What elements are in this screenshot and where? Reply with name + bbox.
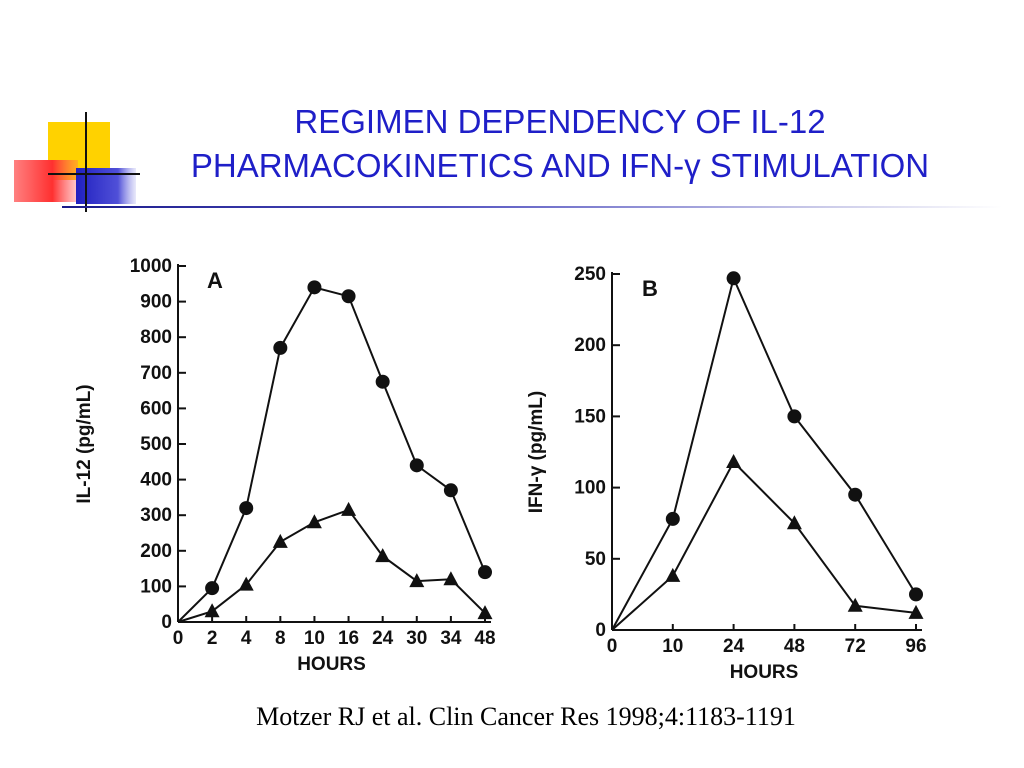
data-point-triangle bbox=[238, 576, 254, 591]
data-point-triangle bbox=[908, 604, 924, 619]
series-line-triangle bbox=[177, 508, 486, 623]
x-tick-label: 96 bbox=[905, 636, 926, 657]
data-point-triangle bbox=[847, 597, 863, 612]
y-tick-label: 100 bbox=[574, 478, 606, 499]
x-tick-label: 2 bbox=[207, 628, 218, 649]
data-point-circle bbox=[307, 280, 322, 295]
data-point-circle bbox=[375, 374, 390, 389]
data-point-triangle bbox=[409, 573, 425, 588]
data-point-circle bbox=[239, 501, 254, 516]
data-point-triangle bbox=[306, 514, 322, 529]
y-tick-label: 100 bbox=[140, 576, 172, 597]
series-line-circle bbox=[611, 275, 917, 631]
y-tick-label: 250 bbox=[574, 264, 606, 285]
data-point-circle bbox=[726, 271, 741, 286]
y-tick-label: 600 bbox=[140, 398, 172, 419]
data-point-circle bbox=[478, 565, 492, 580]
x-tick-label: 8 bbox=[275, 628, 286, 649]
chart-b-ifn-gamma: 0 50 100 150 200 250 0 10 24 48 72 96 HOURS IFN-γ (pg… bbox=[526, 264, 927, 683]
data-point-triangle bbox=[375, 548, 391, 563]
x-tick-label: 24 bbox=[372, 628, 394, 649]
citation: Motzer RJ et al. Clin Cancer Res 1998;4:… bbox=[256, 702, 796, 731]
title-divider bbox=[62, 206, 1002, 208]
slide-title: REGIMEN DEPENDENCY OF IL-12 PHARMACOKINE… bbox=[120, 100, 1000, 188]
y-tick-label: 200 bbox=[574, 335, 606, 356]
logo-yellow-square bbox=[48, 122, 110, 180]
data-point-triangle bbox=[443, 571, 459, 586]
data-point-triangle bbox=[665, 567, 681, 582]
x-tick-label: 30 bbox=[406, 628, 427, 649]
y-tick-label: 50 bbox=[585, 549, 606, 570]
panel-label: A bbox=[207, 268, 223, 293]
x-tick-label: 48 bbox=[784, 636, 805, 657]
logo-red-bar bbox=[14, 160, 78, 202]
data-point-triangle bbox=[786, 515, 802, 530]
x-tick-label: 24 bbox=[723, 636, 745, 657]
x-axis-title: HOURS bbox=[730, 662, 799, 683]
y-axis-title: IFN-γ (pg/mL) bbox=[526, 391, 547, 513]
data-point-triangle bbox=[272, 533, 288, 548]
series-line-circle bbox=[177, 286, 486, 623]
y-tick-label: 0 bbox=[161, 612, 172, 633]
y-tick-label: 900 bbox=[140, 292, 172, 313]
x-tick-label: 34 bbox=[440, 628, 462, 649]
data-point-triangle bbox=[204, 603, 220, 618]
y-tick-label: 300 bbox=[140, 505, 172, 526]
data-point-circle bbox=[909, 587, 923, 602]
y-tick-label: 500 bbox=[140, 434, 172, 455]
x-tick-label: 10 bbox=[304, 628, 325, 649]
x-tick-label: 4 bbox=[241, 628, 252, 649]
x-tick-label: 48 bbox=[474, 628, 495, 649]
series-line-triangle bbox=[611, 460, 917, 631]
data-point-circle bbox=[848, 487, 863, 502]
x-axis-title: HOURS bbox=[297, 654, 366, 675]
panel-label: B bbox=[642, 276, 658, 301]
data-point-triangle bbox=[341, 501, 357, 516]
x-tick-label: 72 bbox=[845, 636, 866, 657]
x-tick-label: 0 bbox=[607, 636, 618, 657]
y-tick-label: 400 bbox=[140, 470, 172, 491]
y-tick-label: 150 bbox=[574, 406, 606, 427]
y-axis-title: IL-12 (pg/mL) bbox=[74, 384, 95, 503]
data-point-circle bbox=[273, 340, 288, 355]
data-point-circle bbox=[665, 511, 680, 526]
y-tick-label: 800 bbox=[140, 327, 172, 348]
y-tick-label: 200 bbox=[140, 541, 172, 562]
x-tick-label: 16 bbox=[338, 628, 359, 649]
data-point-circle bbox=[409, 458, 424, 473]
y-tick-label: 0 bbox=[595, 620, 606, 641]
data-point-circle bbox=[341, 289, 356, 304]
data-point-circle bbox=[787, 409, 802, 424]
y-tick-label: 700 bbox=[140, 363, 172, 384]
data-point-triangle bbox=[726, 454, 742, 468]
y-tick-label: 1000 bbox=[130, 256, 172, 277]
x-tick-label: 0 bbox=[173, 628, 184, 649]
data-point-triangle bbox=[477, 605, 493, 620]
data-point-circle bbox=[205, 581, 220, 596]
x-tick-label: 10 bbox=[662, 636, 683, 657]
title-line-1: REGIMEN DEPENDENCY OF IL-12 bbox=[294, 103, 826, 140]
title-line-2: PHARMACOKINETICS AND IFN-γ STIMULATION bbox=[190, 147, 930, 184]
data-point-circle bbox=[443, 483, 458, 498]
